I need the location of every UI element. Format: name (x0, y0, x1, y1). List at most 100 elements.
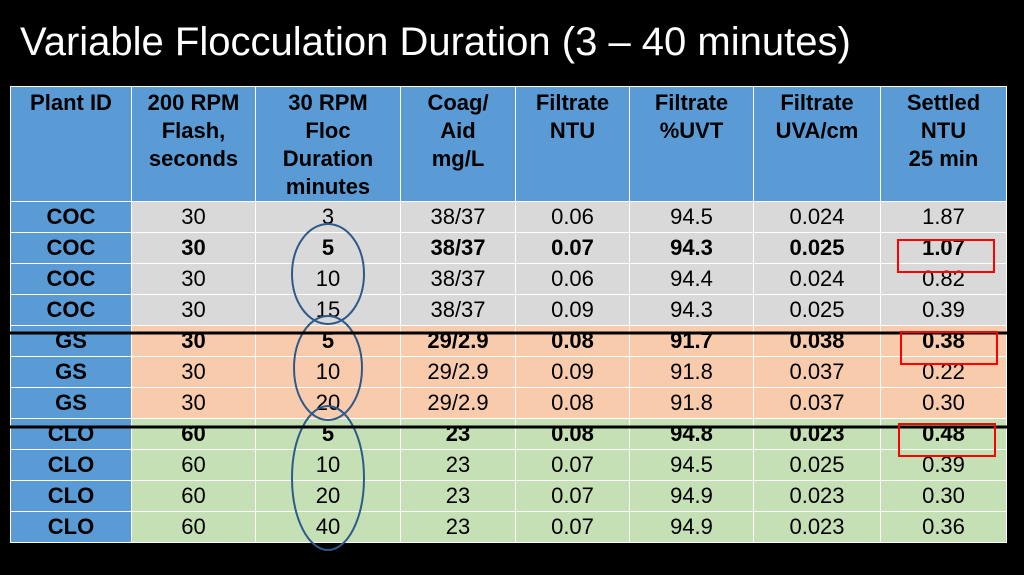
cell-coag-aid: 38/37 (400, 294, 516, 326)
cell-filtrate-ntu: 0.07 (515, 511, 630, 543)
cell-filtrate-uvt: 94.3 (629, 232, 754, 264)
cell-floc-duration: 10 (255, 356, 401, 388)
cell-floc-duration: 5 (255, 418, 401, 450)
header-plant-id: Plant ID (10, 86, 132, 202)
table-row: CLO 60 10 23 0.07 94.5 0.025 0.39 (10, 449, 1007, 481)
cell-filtrate-uva: 0.023 (753, 418, 881, 450)
header-line: Flash, (161, 118, 226, 143)
header-filtrate-uvt: Filtrate %UVT (629, 86, 754, 202)
cell-filtrate-ntu: 0.09 (515, 294, 630, 326)
cell-filtrate-uvt: 91.8 (629, 387, 754, 419)
header-settled-ntu: Settled NTU 25 min (880, 86, 1007, 202)
cell-filtrate-ntu: 0.08 (515, 325, 630, 357)
cell-flash-seconds: 30 (131, 201, 256, 233)
header-floc-duration: 30 RPM Floc Duration minutes (255, 86, 401, 202)
cell-plant-id: COC (10, 294, 132, 326)
header-line: 25 min (908, 146, 979, 171)
cell-coag-aid: 23 (400, 511, 516, 543)
cell-filtrate-uvt: 94.5 (629, 201, 754, 233)
header-line: NTU (549, 118, 596, 143)
cell-plant-id: COC (10, 201, 132, 233)
cell-settled-ntu: 0.30 (880, 387, 1007, 419)
cell-filtrate-uva: 0.024 (753, 201, 881, 233)
header-line: Duration (282, 146, 374, 171)
table-row: COC 30 15 38/37 0.09 94.3 0.025 0.39 (10, 294, 1007, 326)
cell-filtrate-uvt: 94.9 (629, 511, 754, 543)
cell-coag-aid: 23 (400, 418, 516, 450)
cell-filtrate-uva: 0.037 (753, 387, 881, 419)
cell-plant-id: GS (10, 387, 132, 419)
cell-coag-aid: 23 (400, 480, 516, 512)
header-coag-aid: Coag/Aid mg/L (400, 86, 516, 202)
cell-plant-id: CLO (10, 480, 132, 512)
cell-plant-id: CLO (10, 511, 132, 543)
cell-flash-seconds: 30 (131, 263, 256, 295)
cell-flash-seconds: 30 (131, 356, 256, 388)
cell-settled-ntu: 0.30 (880, 480, 1007, 512)
cell-coag-aid: 23 (400, 449, 516, 481)
cell-floc-duration: 3 (255, 201, 401, 233)
cell-filtrate-uvt: 94.4 (629, 263, 754, 295)
table-row: CLO 60 40 23 0.07 94.9 0.023 0.36 (10, 511, 1007, 543)
cell-floc-duration: 20 (255, 480, 401, 512)
cell-coag-aid: 29/2.9 (400, 356, 516, 388)
cell-flash-seconds: 30 (131, 387, 256, 419)
cell-flash-seconds: 30 (131, 325, 256, 357)
header-line: 30 RPM (288, 90, 368, 115)
cell-filtrate-ntu: 0.08 (515, 387, 630, 419)
cell-flash-seconds: 30 (131, 294, 256, 326)
table-row: COC 30 10 38/37 0.06 94.4 0.024 0.82 (10, 263, 1007, 295)
header-line: Filtrate (654, 90, 729, 115)
cell-floc-duration: 15 (255, 294, 401, 326)
cell-floc-duration: 5 (255, 325, 401, 357)
cell-filtrate-uvt: 91.8 (629, 356, 754, 388)
cell-settled-ntu: 0.38 (880, 325, 1007, 357)
cell-coag-aid: 29/2.9 (400, 387, 516, 419)
table-row: COC 30 5 38/37 0.07 94.3 0.025 1.07 (10, 232, 1007, 264)
slide-title: Variable Flocculation Duration (3 – 40 m… (20, 20, 851, 64)
header-line: seconds (148, 146, 239, 171)
cell-filtrate-uva: 0.025 (753, 449, 881, 481)
cell-settled-ntu: 0.22 (880, 356, 1007, 388)
cell-floc-duration: 40 (255, 511, 401, 543)
cell-plant-id: GS (10, 325, 132, 357)
cell-plant-id: COC (10, 232, 132, 264)
header-line: %UVT (659, 118, 724, 143)
cell-settled-ntu: 0.48 (880, 418, 1007, 450)
table-row: CLO 60 20 23 0.07 94.9 0.023 0.30 (10, 480, 1007, 512)
header-line: NTU (920, 118, 967, 143)
header-line: UVA/cm (775, 118, 859, 143)
cell-flash-seconds: 30 (131, 232, 256, 264)
cell-floc-duration: 10 (255, 449, 401, 481)
cell-filtrate-uva: 0.024 (753, 263, 881, 295)
table-row: GS 30 5 29/2.9 0.08 91.7 0.038 0.38 (10, 325, 1007, 357)
cell-filtrate-ntu: 0.06 (515, 263, 630, 295)
cell-filtrate-uvt: 94.5 (629, 449, 754, 481)
cell-coag-aid: 38/37 (400, 201, 516, 233)
cell-coag-aid: 38/37 (400, 232, 516, 264)
cell-filtrate-uva: 0.037 (753, 356, 881, 388)
header-line: Aid (440, 118, 476, 143)
header-row: Plant ID 200 RPM Flash, seconds 30 RPM Floc Du… (10, 86, 1007, 202)
header-line: Filtrate (535, 90, 610, 115)
table-row: GS 30 10 29/2.9 0.09 91.8 0.037 0.22 (10, 356, 1007, 388)
table-row: GS 30 20 29/2.9 0.08 91.8 0.037 0.30 (10, 387, 1007, 419)
cell-settled-ntu: 0.36 (880, 511, 1007, 543)
cell-filtrate-uvt: 94.9 (629, 480, 754, 512)
table-row: COC 30 3 38/37 0.06 94.5 0.024 1.87 (10, 201, 1007, 233)
cell-floc-duration: 5 (255, 232, 401, 264)
cell-settled-ntu: 1.07 (880, 232, 1007, 264)
cell-filtrate-uva: 0.023 (753, 511, 881, 543)
header-line: mg/L (431, 146, 485, 171)
cell-plant-id: GS (10, 356, 132, 388)
cell-filtrate-uva: 0.038 (753, 325, 881, 357)
header-filtrate-ntu: Filtrate NTU (515, 86, 630, 202)
cell-filtrate-ntu: 0.07 (515, 449, 630, 481)
header-line: 200 RPM (147, 90, 240, 115)
cell-filtrate-uvt: 94.3 (629, 294, 754, 326)
cell-plant-id: CLO (10, 449, 132, 481)
cell-filtrate-uvt: 94.8 (629, 418, 754, 450)
cell-coag-aid: 29/2.9 (400, 325, 516, 357)
cell-filtrate-uva: 0.025 (753, 232, 881, 264)
cell-coag-aid: 38/37 (400, 263, 516, 295)
